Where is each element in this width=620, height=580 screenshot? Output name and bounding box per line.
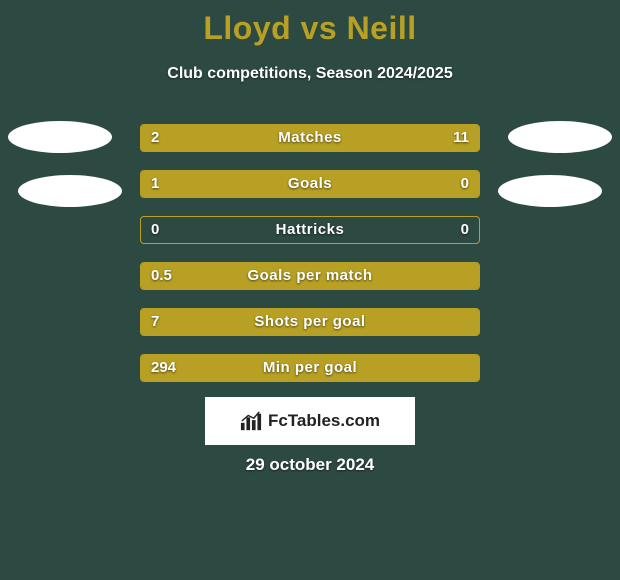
stat-row-goals: 1 Goals 0 [140, 170, 480, 198]
footer-date: 29 october 2024 [0, 455, 620, 475]
stat-row-shots-per-goal: 7 Shots per goal [140, 308, 480, 336]
stat-label: Min per goal [141, 355, 479, 382]
stat-label: Goals [141, 171, 479, 198]
brand-text: FcTables.com [268, 411, 380, 431]
stats-container: 2 Matches 11 1 Goals 0 0 Hattricks 0 0.5… [140, 124, 480, 400]
stat-row-min-per-goal: 294 Min per goal [140, 354, 480, 382]
brand-link[interactable]: FcTables.com [205, 397, 415, 445]
bar-chart-icon [240, 411, 262, 431]
stat-label: Hattricks [141, 217, 479, 244]
subtitle: Club competitions, Season 2024/2025 [0, 65, 620, 83]
stat-value-right: 11 [453, 125, 469, 152]
player-avatar-right-1 [508, 121, 612, 153]
title-vs: vs [301, 10, 338, 46]
title-right: Neill [347, 10, 417, 46]
stat-row-matches: 2 Matches 11 [140, 124, 480, 152]
stat-value-right: 0 [461, 171, 469, 198]
stat-label: Shots per goal [141, 309, 479, 336]
player-avatar-left-2 [18, 175, 122, 207]
stat-row-hattricks: 0 Hattricks 0 [140, 216, 480, 244]
title-left: Lloyd [203, 10, 291, 46]
page-title: Lloyd vs Neill [0, 0, 620, 47]
stat-row-goals-per-match: 0.5 Goals per match [140, 262, 480, 290]
stat-label: Goals per match [141, 263, 479, 290]
player-avatar-left-1 [8, 121, 112, 153]
player-avatar-right-2 [498, 175, 602, 207]
stat-label: Matches [141, 125, 479, 152]
stat-value-right: 0 [461, 217, 469, 244]
